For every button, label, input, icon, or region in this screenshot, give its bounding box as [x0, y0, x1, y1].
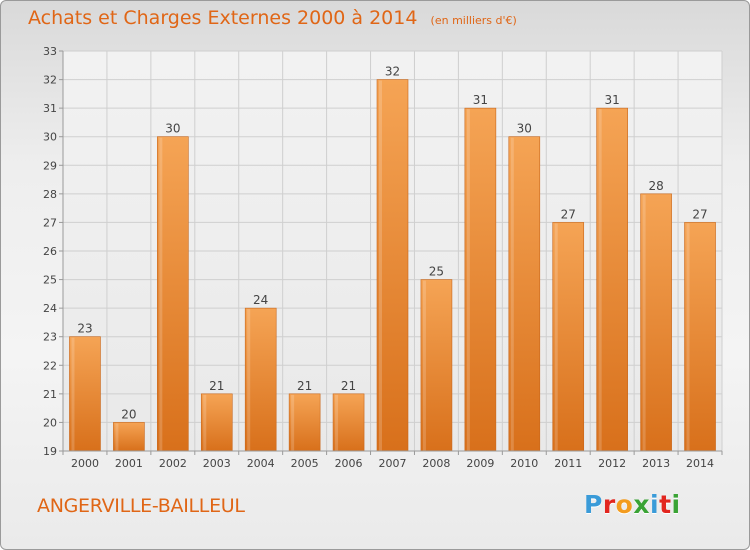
x-tick-label: 2010	[510, 457, 538, 470]
data-label: 27	[561, 207, 576, 221]
data-label: 31	[473, 93, 488, 107]
bar	[69, 336, 101, 452]
y-tick-label: 30	[43, 131, 57, 144]
y-tick-label: 25	[43, 274, 57, 287]
data-label: 30	[517, 122, 532, 136]
y-axis-ticks: 19 20 21 22 23 24 25 26 27 28 29 30 31 32 33	[43, 45, 63, 458]
chart-title: Achats et Charges Externes 2000 à 2014	[28, 7, 418, 29]
proxiti-logo: Proxiti	[584, 490, 681, 519]
x-tick-label: 2014	[686, 457, 714, 470]
data-labels: 23 20 30 21 24 21 21 32 25 31 30 27 31 28 27	[77, 65, 707, 422]
bar-highlight	[466, 109, 470, 452]
bar	[596, 107, 628, 452]
logo-letter: t	[659, 490, 672, 519]
data-label: 21	[297, 379, 312, 393]
x-tick-label: 2006	[335, 457, 363, 470]
y-tick-label: 28	[43, 188, 57, 201]
y-tick-label: 26	[43, 245, 57, 258]
data-label: 32	[385, 65, 400, 79]
y-tick-label: 31	[43, 102, 57, 115]
bar-highlight	[554, 223, 558, 451]
x-tick-label: 2013	[642, 457, 670, 470]
data-label: 21	[209, 379, 224, 393]
data-label: 25	[429, 265, 444, 279]
logo-letter: o	[615, 490, 634, 519]
bar	[464, 107, 497, 452]
y-tick-label: 27	[43, 216, 57, 229]
bar	[157, 136, 189, 452]
bar-highlight	[71, 337, 75, 451]
x-tick-label: 2003	[203, 457, 231, 470]
y-tick-label: 29	[43, 159, 57, 172]
bars	[69, 79, 716, 452]
data-label: 20	[121, 407, 136, 421]
bar-highlight	[379, 80, 382, 452]
bar	[684, 222, 716, 452]
data-label: 30	[165, 122, 180, 136]
y-tick-label: 23	[43, 331, 57, 344]
commune-name: ANGERVILLE-BAILLEUL	[37, 495, 245, 517]
x-axis-ticks: 2000 2001 2002 2003 2004 2005 2006 2007 2008 2009…	[62, 451, 723, 470]
x-tick-label: 2004	[247, 457, 275, 470]
y-tick-label: 32	[43, 74, 57, 87]
x-tick-label: 2002	[159, 457, 187, 470]
x-tick-label: 2011	[554, 457, 582, 470]
bar	[244, 307, 277, 452]
data-label: 27	[692, 207, 707, 221]
bar	[640, 193, 672, 452]
x-tick-label: 2012	[598, 457, 626, 470]
bar-highlight	[335, 394, 339, 451]
y-tick-label: 33	[43, 45, 57, 58]
x-tick-label: 2005	[291, 457, 319, 470]
bar	[332, 393, 365, 452]
x-tick-label: 2000	[71, 457, 99, 470]
bar-highlight	[642, 194, 646, 451]
bar	[376, 79, 409, 452]
x-tick-label: 2007	[379, 457, 407, 470]
y-tick-label: 20	[43, 416, 57, 429]
bar	[113, 422, 145, 452]
bar-highlight	[115, 423, 119, 451]
data-label: 23	[77, 322, 92, 336]
y-tick-label: 22	[43, 359, 57, 372]
bar-highlight	[291, 394, 295, 451]
bar	[288, 393, 321, 452]
bar	[200, 393, 233, 452]
logo-letter: i	[671, 490, 681, 519]
chart-subtitle: (en milliers d'€)	[430, 14, 517, 27]
bar-highlight	[422, 280, 426, 451]
y-tick-label: 24	[43, 302, 57, 315]
bar	[420, 279, 453, 452]
x-tick-label: 2009	[466, 457, 494, 470]
x-tick-label: 2008	[422, 457, 450, 470]
bar-highlight	[203, 394, 207, 451]
x-tick-label: 2001	[115, 457, 143, 470]
bar-highlight	[247, 309, 251, 451]
bar-highlight	[598, 109, 602, 452]
data-label: 31	[605, 93, 620, 107]
logo-letter: r	[602, 490, 616, 519]
axes	[62, 51, 722, 452]
bar-highlight	[159, 137, 163, 451]
y-tick-label: 19	[43, 445, 57, 458]
data-label: 21	[341, 379, 356, 393]
logo-letter: x	[633, 490, 650, 519]
data-label: 24	[253, 293, 268, 307]
logo-letter: P	[584, 490, 603, 519]
title-row: Achats et Charges Externes 2000 à 2014 (…	[28, 7, 517, 29]
y-tick-label: 21	[43, 388, 57, 401]
bar-highlight	[686, 223, 690, 451]
data-label: 28	[648, 179, 663, 193]
bar	[552, 222, 585, 452]
bar-highlight	[510, 137, 514, 451]
logo-letter: i	[650, 490, 660, 519]
